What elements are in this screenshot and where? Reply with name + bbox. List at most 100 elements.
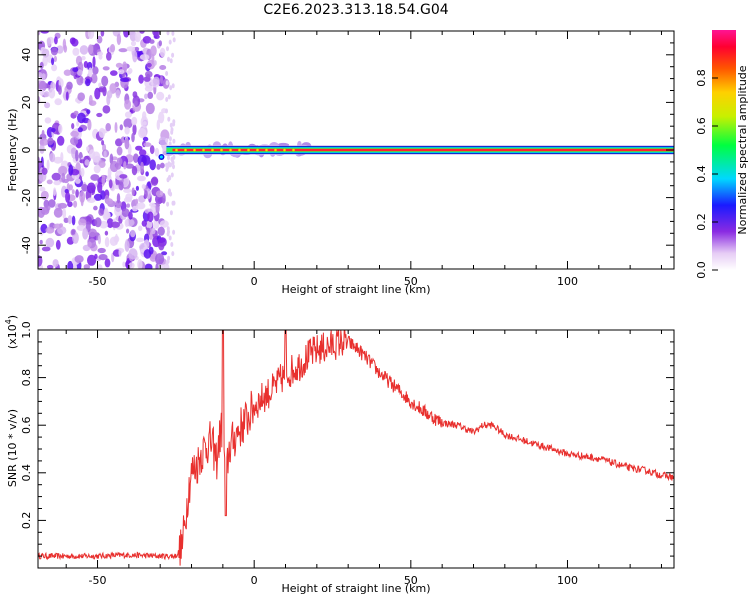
noise-blob	[152, 76, 160, 85]
noise-blob	[57, 85, 62, 95]
noise-blob	[80, 167, 85, 177]
snr-y-multiplier: (x104)	[4, 315, 19, 349]
colorbar-label: Normalized spectral amplitude	[736, 65, 749, 234]
spectrogram-x-tick-label: 100	[557, 275, 578, 288]
noise-blob	[98, 160, 106, 168]
colorbar-tick-label: 0.4	[695, 165, 708, 183]
noise-blob	[123, 197, 132, 203]
noise-blob	[123, 31, 130, 38]
noise-blob	[41, 129, 45, 138]
noise-blob	[124, 111, 132, 118]
noise-blob	[169, 58, 173, 64]
noise-blob	[166, 31, 170, 36]
noise-blob	[171, 83, 175, 89]
noise-blob	[73, 110, 79, 116]
spectrogram-y-tick-label: -20	[20, 189, 33, 207]
noise-blob	[98, 127, 106, 138]
noise-blob	[169, 85, 173, 91]
noise-blob	[171, 52, 175, 58]
noise-blob	[71, 123, 75, 130]
noise-blob	[145, 171, 149, 177]
noise-blob	[86, 182, 96, 194]
noise-blob	[166, 231, 170, 237]
noise-blob	[134, 31, 141, 43]
noise-blob	[160, 75, 163, 84]
colorbar-tick-label: 0.0	[695, 261, 708, 279]
noise-blob	[52, 259, 59, 268]
noise-blob	[78, 218, 87, 227]
noise-blob	[144, 93, 148, 100]
noise-blob	[124, 126, 130, 135]
noise-blob	[159, 65, 167, 70]
snr-y-tick-label: 0.8	[20, 369, 33, 387]
noise-blob	[53, 55, 58, 63]
noise-blob	[71, 189, 75, 195]
noise-blob	[47, 137, 54, 145]
noise-blob	[94, 217, 102, 228]
noise-blob	[88, 67, 93, 78]
noise-blob	[134, 46, 140, 51]
noise-blob	[168, 39, 172, 45]
noise-blob	[115, 138, 123, 147]
noise-blob	[73, 200, 78, 208]
noise-blob	[165, 80, 169, 86]
noise-blob	[171, 251, 175, 257]
noise-blob	[66, 81, 73, 90]
noise-blob	[72, 47, 80, 56]
noise-blob	[41, 73, 46, 81]
noise-blob	[77, 69, 83, 76]
noise-blob	[132, 50, 138, 63]
noise-blob	[170, 157, 174, 163]
noise-blob	[110, 70, 118, 76]
snr-multiplier-base: (x10	[6, 324, 19, 349]
spectrogram-noise	[38, 31, 176, 269]
noise-blob	[122, 261, 126, 268]
noise-blob	[81, 55, 86, 61]
noise-blob	[167, 56, 170, 62]
noise-blob	[71, 229, 76, 235]
noise-blob	[138, 176, 145, 181]
noise-blob	[129, 31, 137, 42]
noise-blob	[165, 260, 169, 266]
noise-blob	[126, 203, 130, 208]
noise-blob	[144, 190, 148, 199]
noise-blob	[114, 205, 123, 217]
noise-blob	[46, 37, 52, 47]
noise-blob	[63, 69, 72, 76]
noise-blob	[153, 60, 157, 66]
noise-blob	[87, 197, 96, 203]
carrier-band	[158, 140, 674, 160]
noise-blob	[83, 264, 90, 269]
noise-blob	[138, 225, 143, 232]
noise-blob	[167, 116, 171, 122]
noise-blob	[121, 208, 130, 218]
noise-blob	[131, 132, 135, 143]
noise-blob	[116, 33, 122, 46]
noise-blob	[102, 86, 107, 97]
noise-blob	[139, 54, 150, 61]
noise-blob	[151, 176, 159, 186]
noise-blob	[38, 80, 47, 92]
noise-blob	[71, 37, 76, 43]
noise-blob	[157, 226, 165, 236]
noise-blob	[53, 187, 57, 196]
noise-blob	[57, 135, 65, 146]
noise-blob	[61, 172, 66, 183]
noise-blob	[116, 193, 121, 204]
noise-blob	[40, 31, 49, 34]
noise-blob	[135, 185, 139, 191]
noise-blob	[39, 138, 49, 146]
noise-blob	[131, 116, 138, 126]
spectrogram-y-tick-label: 0	[20, 147, 33, 154]
carrier-dot	[211, 148, 214, 152]
carrier-dot	[220, 148, 223, 152]
noise-blob	[76, 121, 80, 127]
noise-blob	[158, 40, 162, 47]
noise-blob	[65, 91, 69, 101]
noise-blob	[169, 122, 173, 128]
noise-blob	[154, 147, 160, 157]
noise-blob	[94, 87, 101, 100]
noise-blob	[128, 262, 135, 269]
noise-blob	[39, 143, 45, 154]
spectrogram-x-tick-label: 50	[404, 275, 418, 288]
